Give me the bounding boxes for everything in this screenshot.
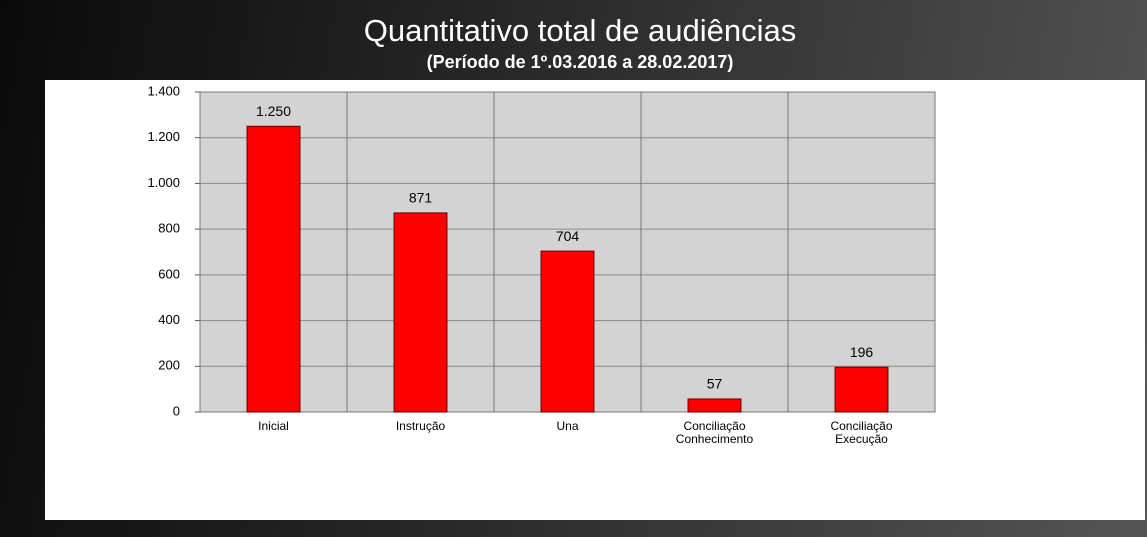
x-tick-label: Conciliação Conhecimento — [675, 419, 754, 446]
y-tick-label: 1.400 — [147, 83, 180, 98]
data-label: 1.250 — [256, 103, 291, 119]
x-tick-label: Conciliação Execução — [830, 419, 893, 446]
x-tick-label: Inicial — [258, 419, 289, 433]
bar — [540, 250, 595, 413]
data-label: 871 — [409, 190, 433, 206]
chart-subtitle: (Período de 1º.03.2016 a 28.02.2017) — [427, 52, 734, 72]
y-tick-label: 800 — [158, 221, 180, 236]
bar — [687, 398, 742, 413]
bar — [834, 366, 889, 413]
y-tick-label: 400 — [158, 312, 180, 327]
x-tick-label: Una — [556, 419, 579, 433]
data-label: 704 — [556, 228, 580, 244]
data-label: 57 — [707, 376, 723, 392]
y-tick-label: 0 — [173, 403, 180, 418]
data-label: 196 — [850, 344, 874, 360]
y-tick-label: 1.200 — [147, 129, 180, 144]
y-tick-label: 600 — [158, 266, 180, 281]
x-tick-label: Instrução — [395, 419, 446, 433]
chart-title: Quantitativo total de audiências — [364, 13, 797, 48]
bar — [393, 212, 448, 413]
bar — [246, 125, 301, 413]
y-tick-label: 200 — [158, 358, 180, 373]
y-tick-label: 1.000 — [147, 175, 180, 190]
